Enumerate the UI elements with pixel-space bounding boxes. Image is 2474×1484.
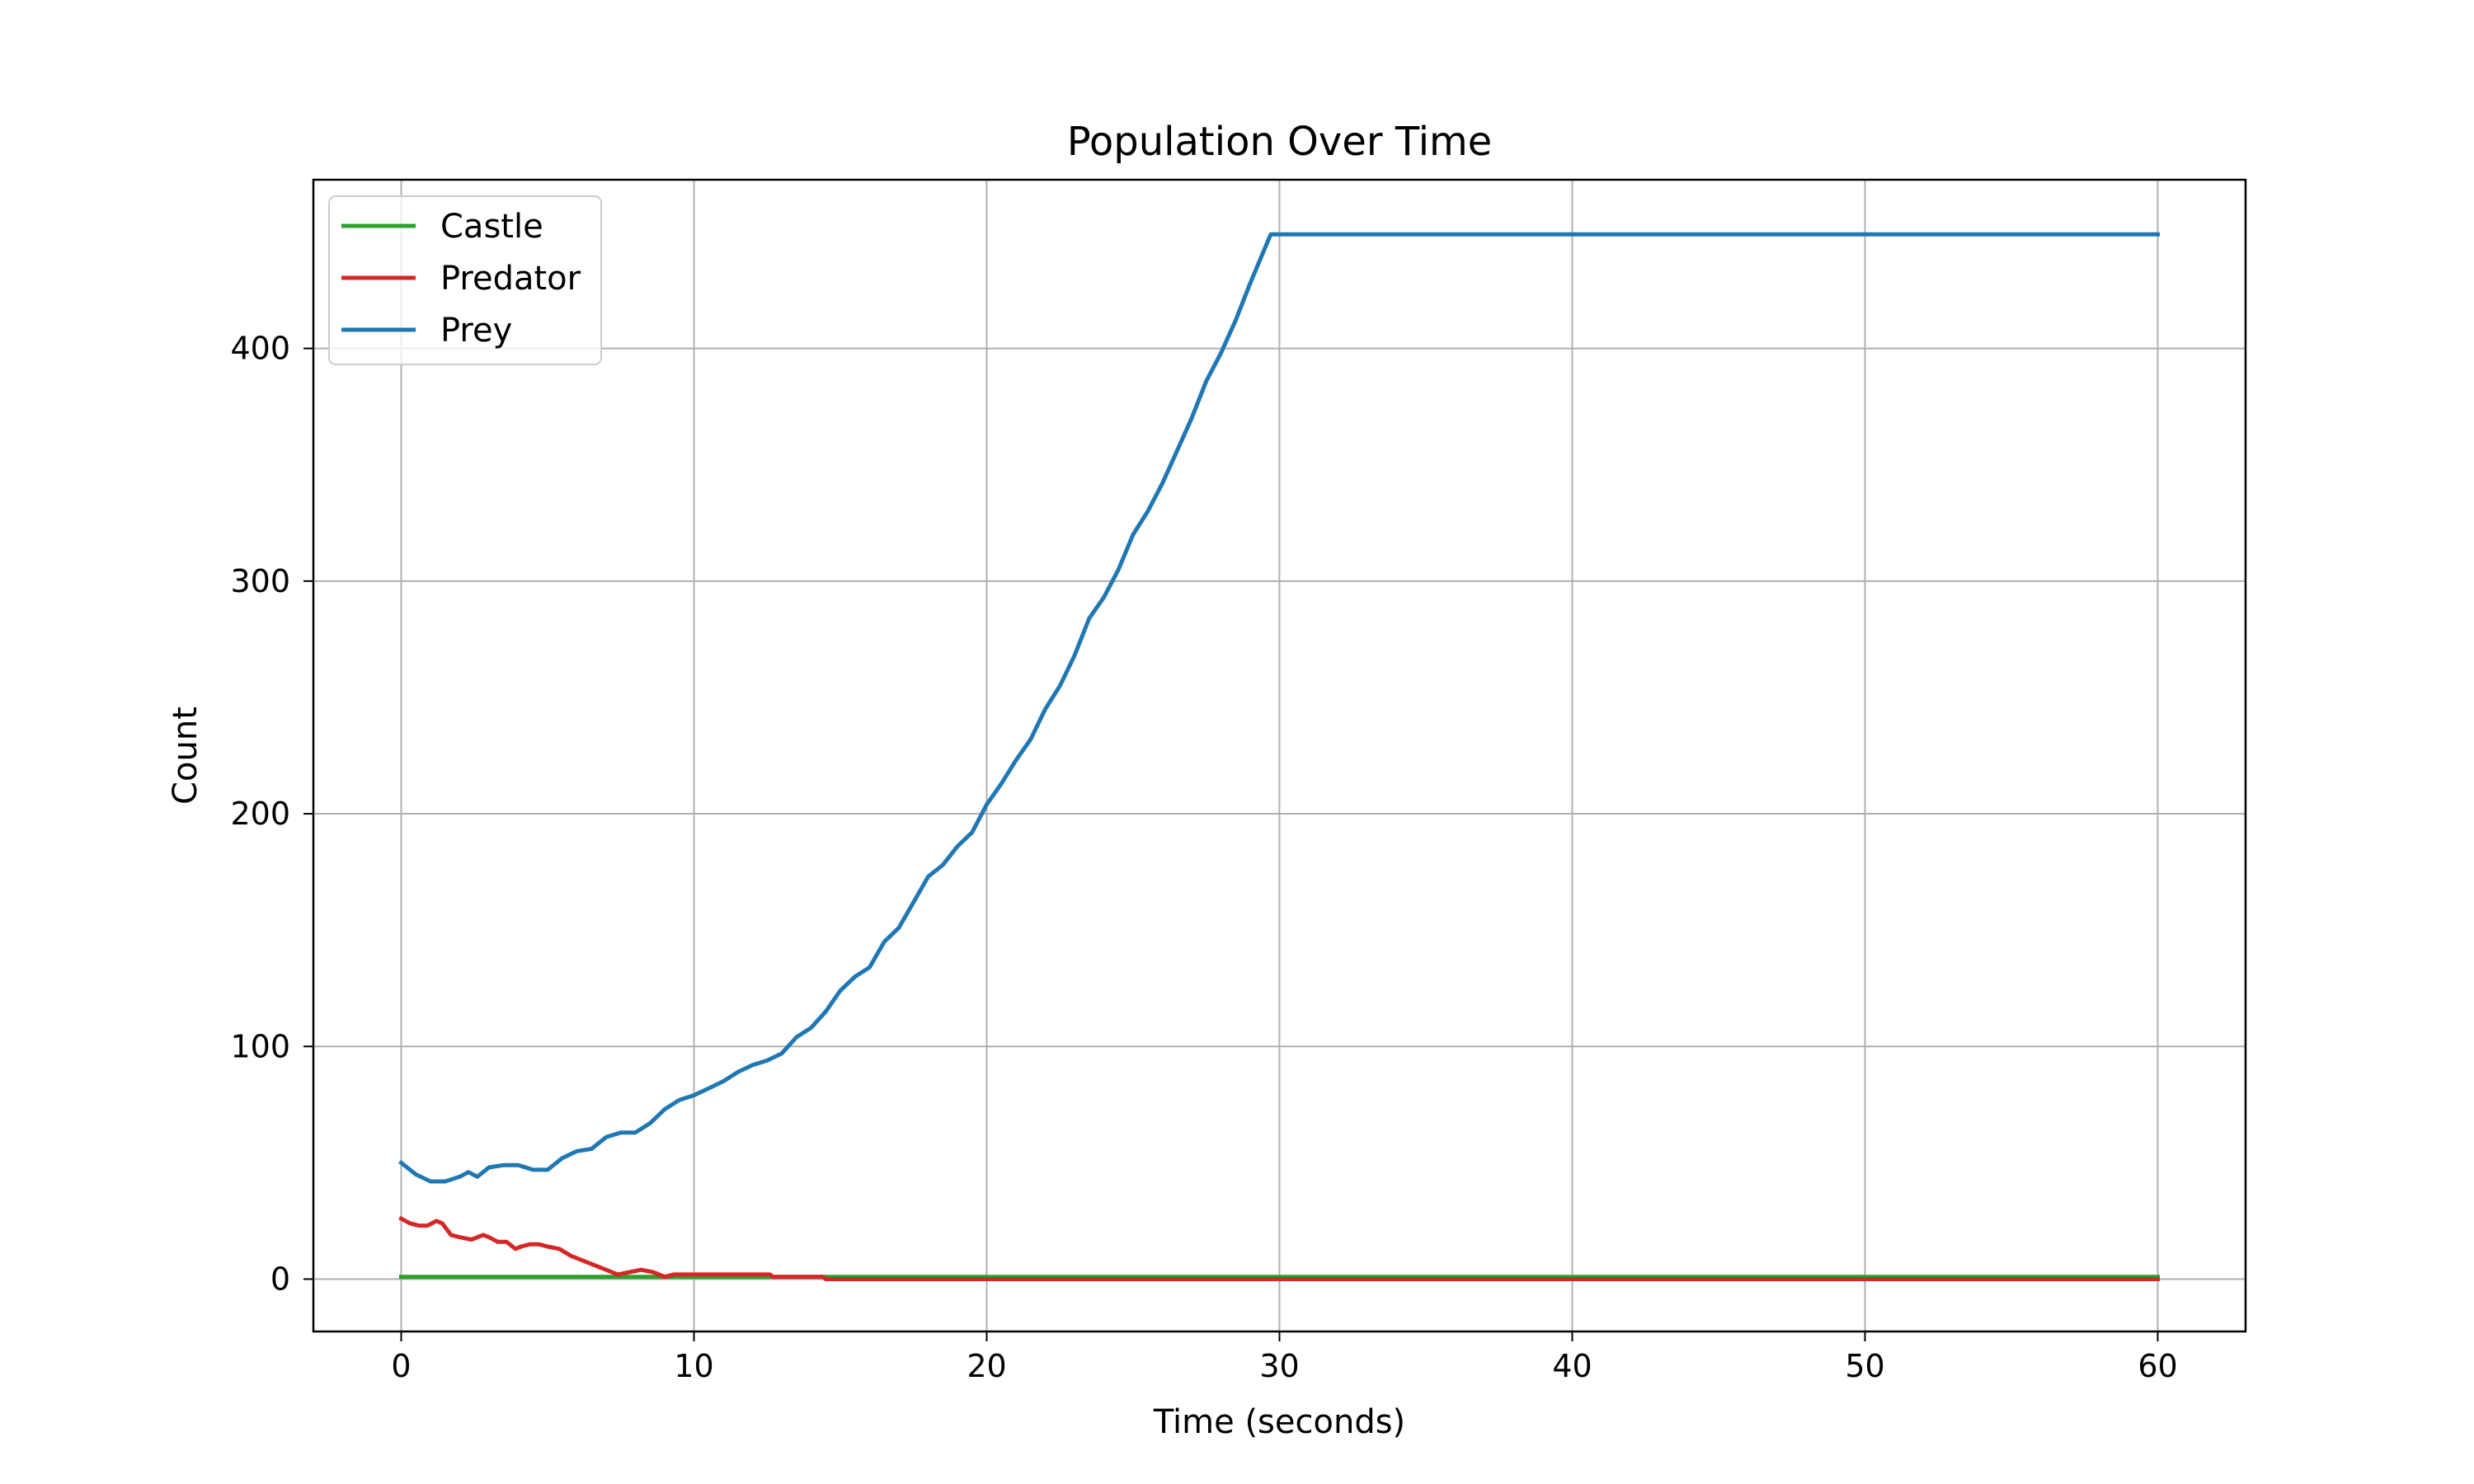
x-tick-label: 10 [674,1348,713,1384]
axis-ticks: 0 10 20 30 40 50 60 0 100 200 300 400 [230,331,2177,1384]
y-tick-label: 0 [270,1261,290,1298]
legend-label-castle: Castle [440,208,543,246]
legend-box [328,195,602,365]
x-axis-label: Time (seconds) [1153,1403,1405,1441]
y-tick-label: 300 [230,563,290,599]
chart-title: Population Over Time [1067,119,1493,165]
legend: Castle Predator Prey [328,195,602,365]
series-lines [397,232,2160,1281]
y-tick-label: 400 [230,331,290,367]
series-line-prey [397,232,2160,1184]
legend-label-predator: Predator [440,260,581,298]
x-tick-label: 50 [1845,1348,1884,1384]
y-tick-label: 100 [230,1028,290,1064]
series-line-predator [398,1215,2160,1281]
y-tick-label: 200 [230,796,290,832]
y-axis-label: Count [167,707,205,805]
x-tick-label: 30 [1259,1348,1299,1384]
x-tick-label: 60 [2138,1348,2177,1384]
x-tick-label: 20 [967,1348,1006,1384]
x-tick-label: 0 [391,1348,411,1384]
legend-label-prey: Prey [440,312,512,350]
x-tick-label: 40 [1552,1348,1592,1384]
